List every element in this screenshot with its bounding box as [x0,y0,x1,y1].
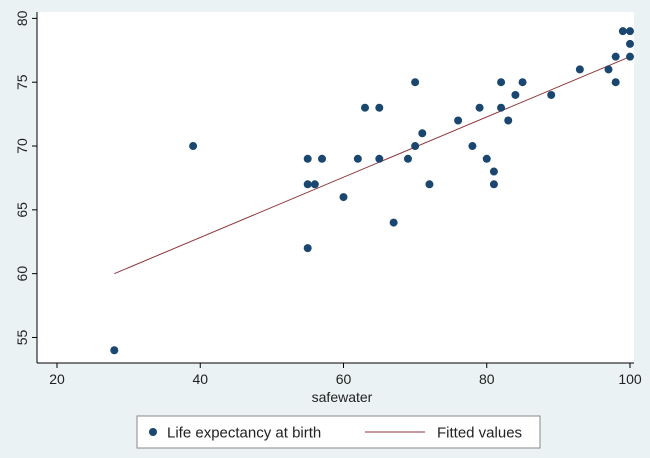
plot-area [37,12,634,363]
data-point-17 [425,180,434,189]
x-tick-label-100: 100 [618,371,642,387]
data-point-8 [353,154,362,163]
x-tick-label-80: 80 [479,371,495,387]
data-point-24 [497,78,506,87]
data-point-6 [318,154,327,163]
data-point-21 [482,154,491,163]
data-point-10 [375,103,384,112]
data-point-26 [504,116,513,125]
data-point-11 [375,154,384,163]
fitted-line-layer [114,56,631,275]
data-point-0 [110,346,119,355]
data-point-29 [547,90,556,99]
y-tick-label-80: 80 [14,10,30,26]
fitted-values-line [114,56,631,275]
data-point-27 [511,90,520,99]
y-tick-label-65: 65 [14,202,30,218]
data-point-5 [310,180,319,189]
data-point-9 [360,103,369,112]
data-point-32 [611,52,620,61]
data-point-14 [411,78,420,87]
data-point-34 [618,27,627,36]
legend-label-fitted-values: Fitted values [437,425,522,442]
y-tick-label-55: 55 [14,329,30,345]
data-point-4 [303,244,312,253]
y-tick-label-75: 75 [14,74,30,90]
data-point-31 [604,65,613,74]
legend-box [136,415,541,449]
data-point-33 [611,78,620,87]
data-point-2 [303,154,312,163]
data-point-37 [626,52,634,61]
data-point-13 [403,154,412,163]
data-point-12 [389,218,398,227]
data-point-25 [497,103,506,112]
data-point-20 [475,103,484,112]
data-point-19 [468,142,477,151]
data-point-28 [518,78,527,87]
data-point-3 [303,180,312,189]
x-tick-label-20: 20 [49,371,65,387]
y-tick-label-60: 60 [14,266,30,282]
data-point-36 [626,39,634,48]
data-point-16 [418,129,427,138]
x-tick-label-60: 60 [336,371,352,387]
data-point-18 [454,116,463,125]
x-axis-title: safewater [312,389,373,405]
data-point-22 [489,167,498,176]
ticks: 55 60 65 70 75 80 20 40 60 80 100 [14,10,642,387]
axes [36,12,634,364]
data-point-35 [626,27,634,36]
data-point-30 [575,65,584,74]
data-point-23 [489,180,498,189]
legend: Life expectancy at birth Fitted values [136,415,541,449]
legend-label-life-expectancy: Life expectancy at birth [167,425,321,442]
legend-marker-life-expectancy [149,428,157,436]
data-point-1 [189,142,198,151]
data-point-7 [339,193,348,202]
points-layer [110,27,634,355]
y-tick-label-70: 70 [14,138,30,154]
data-point-15 [411,142,420,151]
x-tick-label-40: 40 [192,371,208,387]
